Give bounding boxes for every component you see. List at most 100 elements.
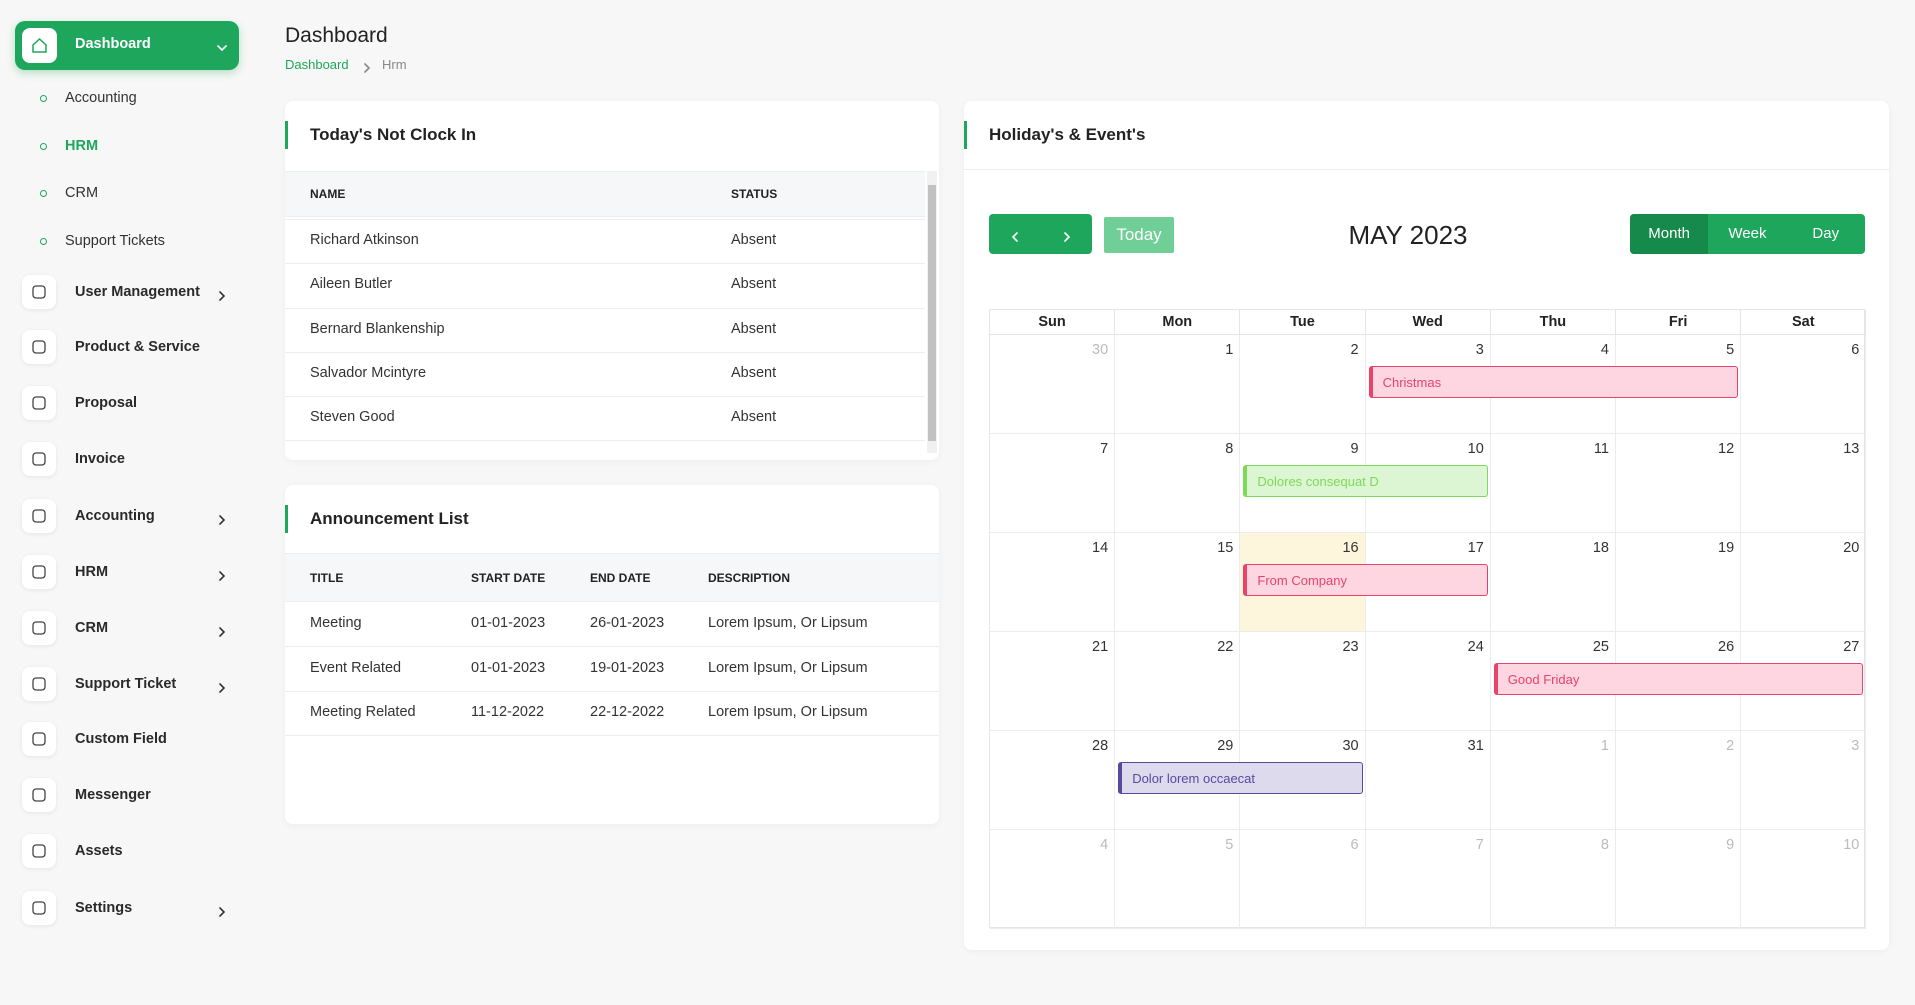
day-cell[interactable]: 18 (1490, 533, 1616, 632)
day-cell[interactable]: 30 (990, 335, 1116, 434)
breadcrumb-link[interactable]: Dashboard (285, 57, 349, 72)
day-cell[interactable]: 3 (1741, 731, 1867, 830)
day-cell[interactable]: 8 (1115, 434, 1241, 533)
nav-item[interactable]: Proposal (22, 386, 232, 422)
day-cell[interactable]: 6 (1240, 830, 1366, 929)
day-cell[interactable]: 8 (1490, 830, 1616, 929)
day-cell[interactable]: 13 (1741, 434, 1867, 533)
day-number: 1 (1600, 738, 1609, 754)
day-cell[interactable]: 2 (1616, 731, 1742, 830)
chevron-icon (217, 624, 227, 642)
icon (32, 509, 46, 523)
day-cell[interactable]: 7 (990, 434, 1116, 533)
submenu-item[interactable]: Accounting (38, 87, 238, 111)
chevron-icon (217, 568, 227, 586)
event[interactable]: From Company (1243, 564, 1488, 596)
day-cell[interactable]: 6 (1741, 335, 1867, 434)
view-button[interactable]: Day (1812, 225, 1840, 242)
row-divider (285, 735, 939, 736)
day-cell[interactable]: 9 (1616, 830, 1742, 929)
icon (32, 844, 46, 858)
day-cell[interactable]: 22 (1115, 632, 1241, 731)
chevron (219, 907, 226, 917)
event[interactable]: Dolores consequat D (1243, 465, 1488, 497)
row-divider (285, 263, 925, 265)
day-cell[interactable]: 2 (1240, 335, 1366, 434)
submenu-item[interactable]: HRM (38, 135, 238, 159)
home-icon (32, 37, 47, 53)
day-cell[interactable]: 21 (990, 632, 1116, 731)
calendar-grid: Sun Mon Tue Wed Thu Fri Sat 30 1 2 3 4 5 6 7 8 9 10 11 12 13… (989, 309, 1867, 929)
chevron (1064, 232, 1071, 242)
icon (32, 285, 46, 299)
day-cell[interactable]: 10 (1741, 830, 1867, 929)
day-number: 10 (1467, 441, 1484, 457)
day-cell[interactable]: 5 (1115, 830, 1241, 929)
day-cell[interactable]: 19 (1616, 533, 1742, 632)
chevron-icon (217, 904, 227, 922)
day-cell[interactable]: 27 (1741, 632, 1867, 731)
nav-item[interactable]: HRM (22, 555, 232, 591)
nav-icon (22, 778, 56, 812)
view-button[interactable]: Week (1728, 225, 1767, 242)
card-title: Today's Not Clock In (310, 125, 477, 144)
nav-label: Messenger (75, 787, 151, 803)
chevron (219, 627, 226, 637)
nav-item[interactable]: Invoice (22, 442, 232, 478)
day-number: 7 (1100, 441, 1109, 457)
row-divider (285, 646, 939, 647)
nav-item[interactable]: Settings (22, 891, 232, 927)
submenu-label: CRM (65, 185, 99, 201)
nav-item[interactable]: CRM (22, 611, 232, 647)
nav-buttons (989, 214, 1092, 254)
submenu-item[interactable]: Support Tickets (38, 230, 238, 254)
day-cell[interactable]: 30 (1240, 731, 1366, 830)
day-number: 6 (1350, 837, 1359, 853)
day-cell[interactable]: 20 (1741, 533, 1867, 632)
day-cell[interactable]: 11 (1490, 434, 1616, 533)
table-cell: Lorem Ipsum, Or Lipsum (708, 704, 868, 720)
day-cell[interactable]: 1 (1490, 731, 1616, 830)
table-cell: Absent (731, 409, 777, 426)
submenu-item[interactable]: CRM (38, 182, 238, 206)
day-cell[interactable]: 24 (1365, 632, 1491, 731)
chevron-icon (217, 40, 227, 58)
day-cell[interactable]: 28 (990, 731, 1116, 830)
day-cell[interactable]: 23 (1240, 632, 1366, 731)
day-cell[interactable]: 1 (1115, 335, 1241, 434)
card-accent (285, 121, 288, 149)
today-button[interactable]: Today (1104, 217, 1174, 253)
day-number: 28 (1092, 738, 1109, 754)
day-cell[interactable]: 4 (990, 830, 1116, 929)
nav-item[interactable]: Product & Service (22, 330, 232, 366)
day-number: 15 (1217, 540, 1234, 556)
nav-item[interactable]: Custom Field (22, 722, 232, 758)
day-cell[interactable]: 15 (1115, 533, 1241, 632)
nav-active[interactable]: Dashboard (15, 21, 239, 70)
day-cell[interactable]: 10 (1365, 434, 1491, 533)
event[interactable]: Good Friday (1493, 663, 1864, 695)
row-divider (285, 690, 939, 692)
day-number: 21 (1092, 639, 1109, 655)
day-number: 5 (1225, 837, 1234, 853)
prev-button[interactable] (989, 214, 1040, 254)
nav-item[interactable]: Assets (22, 834, 232, 870)
day-cell[interactable]: 31 (1365, 731, 1491, 830)
day-cell[interactable]: 12 (1616, 434, 1742, 533)
day-cell[interactable]: 7 (1365, 830, 1491, 929)
chevron-icon (362, 60, 372, 78)
day-cell[interactable]: 5 (1616, 335, 1742, 434)
submenu-label: HRM (65, 138, 99, 154)
nav-item[interactable]: User Management (22, 275, 232, 311)
card-divider (964, 169, 1889, 170)
day-number: 30 (1342, 738, 1359, 754)
event[interactable]: Christmas (1368, 366, 1739, 398)
nav-item[interactable]: Accounting (22, 499, 232, 535)
nav-item[interactable]: Messenger (22, 778, 232, 814)
next-button[interactable] (1041, 214, 1092, 254)
view-button[interactable]: Month (1630, 214, 1709, 254)
day-cell[interactable]: 17 (1365, 533, 1491, 632)
nav-item[interactable]: Support Ticket (22, 667, 232, 703)
day-cell[interactable]: 14 (990, 533, 1116, 632)
event[interactable]: Dolor lorem occaecat (1118, 762, 1363, 794)
